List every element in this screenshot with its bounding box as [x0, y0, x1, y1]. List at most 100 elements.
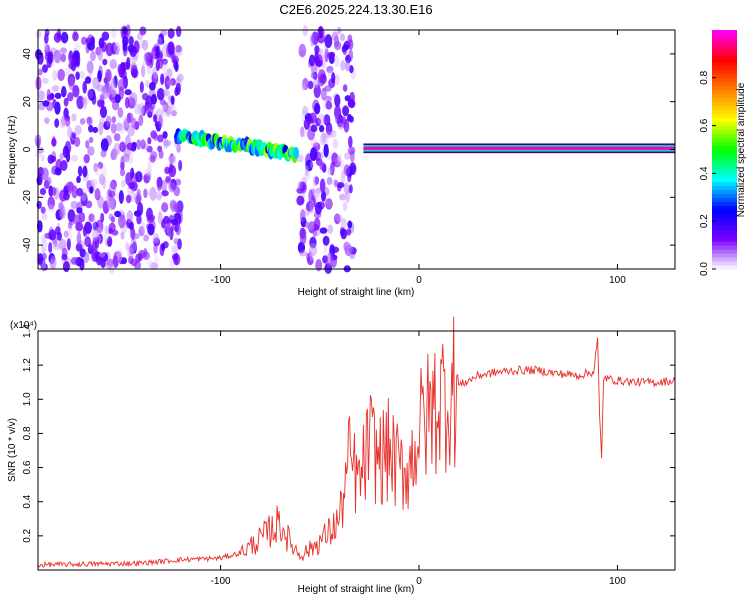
spectrogram-cell	[153, 237, 161, 247]
spectrogram-cell	[147, 259, 153, 268]
spectrogram-cell	[91, 248, 99, 262]
spectrogram-cell	[178, 159, 183, 172]
spectrogram-cell	[170, 218, 179, 226]
colorbar-step	[712, 93, 737, 99]
y-tick-label: 40	[22, 48, 33, 60]
spectrogram-cell	[340, 60, 346, 71]
spectrogram-cell	[72, 31, 79, 42]
spectrogram-cell	[37, 68, 43, 76]
spectrogram-cell	[105, 72, 111, 83]
colorbar-ticks: 0.0 0.2 0.4 0.6 0.8	[699, 70, 716, 276]
spectrogram-cell	[158, 114, 163, 129]
spectrogram-cell	[337, 154, 342, 164]
spectrogram-cell	[67, 126, 73, 139]
spectrogram-cell	[335, 214, 343, 222]
spectrogram-cell	[131, 68, 139, 79]
spectrogram-cell	[60, 53, 67, 63]
spectrogram-cell	[325, 199, 333, 209]
spectrogram-cell	[176, 143, 181, 153]
spectrogram-cell	[348, 49, 354, 62]
spectrogram-cell	[94, 165, 101, 176]
spectrogram-cell	[53, 242, 61, 251]
spectrogram-cell	[42, 100, 50, 107]
spectrogram-cell	[100, 149, 107, 158]
spectrogram-cell	[170, 95, 175, 106]
spectrogram-cell	[149, 186, 157, 201]
spectrogram-cell	[70, 58, 77, 72]
spectrogram-cell	[331, 72, 336, 84]
spectrogram-cell	[85, 200, 93, 209]
spectrogram-cell	[319, 133, 327, 146]
spectrogram-cell	[327, 224, 334, 234]
spectrogram-cell	[309, 160, 315, 169]
spectrogram-cell	[326, 65, 334, 74]
colorbar-step	[712, 209, 737, 214]
spectrogram-cell	[71, 113, 77, 122]
spectrogram-cell	[168, 154, 177, 164]
spectrogram-cell	[129, 45, 137, 58]
snr-y-ticks: 0.2 0.4 0.6 0.8 1.0 1.2 1.4	[22, 324, 675, 543]
spectrogram-cell	[82, 165, 88, 178]
spectrogram-cell	[347, 220, 353, 229]
spectrogram-cell	[104, 225, 109, 234]
spectrogram-cell	[175, 25, 182, 38]
spectrogram-cell	[334, 74, 340, 86]
spectrogram-cell	[84, 236, 92, 248]
spectrogram-x-ticks: -100 0 100	[211, 30, 626, 286]
spectrogram-cell	[153, 114, 158, 123]
colorbar-step	[712, 161, 737, 166]
spectrogram-cell	[305, 159, 314, 172]
snr-x-label: Height of straight line (km)	[298, 584, 415, 595]
spectrogram-cell	[71, 132, 77, 139]
spectrogram-cell	[155, 193, 163, 201]
spectrogram-cell	[313, 217, 321, 230]
spectrogram-cell	[60, 159, 68, 172]
spectrogram-cell	[168, 182, 176, 193]
colorbar-step	[712, 61, 737, 67]
spectrogram-cell	[161, 60, 169, 73]
colorbar-tick-label: 0.8	[699, 70, 710, 84]
colorbar-step	[712, 85, 737, 91]
spectrogram-cell	[88, 62, 94, 77]
spectrogram-cell	[75, 71, 80, 80]
spectrogram-cell	[101, 85, 109, 100]
snr-series-line	[37, 316, 676, 568]
spectrogram-cell	[147, 223, 155, 236]
spectrogram-cell	[363, 146, 675, 150]
spectrogram-cell	[163, 88, 170, 97]
spectrogram-cell	[44, 117, 50, 125]
spectrogram-cell	[114, 94, 121, 104]
colorbar-step	[712, 233, 737, 238]
spectrogram-cell	[90, 36, 96, 46]
spectrogram-cell	[64, 67, 70, 76]
x-tick-label: 0	[416, 275, 422, 286]
colorbar-step	[712, 205, 737, 210]
colorbar-label: Normalized spectral amplitude	[736, 82, 747, 217]
spectrogram-cell	[330, 129, 337, 138]
spectrogram-y-ticks: -40 -20 0 20 40	[22, 48, 675, 252]
spectrogram-cell	[125, 242, 130, 251]
spectrogram-cell	[339, 159, 345, 169]
colorbar-step	[712, 237, 737, 242]
colorbar-step	[712, 157, 737, 162]
spectrogram-cell	[126, 210, 134, 224]
colorbar-step	[712, 45, 737, 51]
spectrogram-y-label: Frequency (Hz)	[7, 116, 18, 185]
spectrogram-cell	[169, 77, 176, 86]
spectrogram-cell	[173, 237, 179, 245]
spectrogram-cell	[145, 103, 154, 116]
spectrogram-cell	[157, 134, 164, 143]
spectrogram-cell	[348, 246, 357, 255]
spectrogram-cell	[334, 94, 341, 108]
spectrogram-cell	[41, 238, 48, 252]
spectrogram-cell	[319, 227, 328, 234]
spectrogram-cell	[36, 29, 42, 39]
spectrogram-cell	[140, 64, 146, 78]
spectrogram-cell	[315, 259, 323, 272]
spectrogram-cell	[111, 27, 117, 39]
x-tick-label: -100	[211, 275, 231, 286]
colorbar-step	[712, 41, 737, 47]
spectrogram-cell	[88, 124, 94, 133]
spectrogram-cell	[136, 139, 141, 150]
spectrogram-cell	[84, 76, 92, 84]
